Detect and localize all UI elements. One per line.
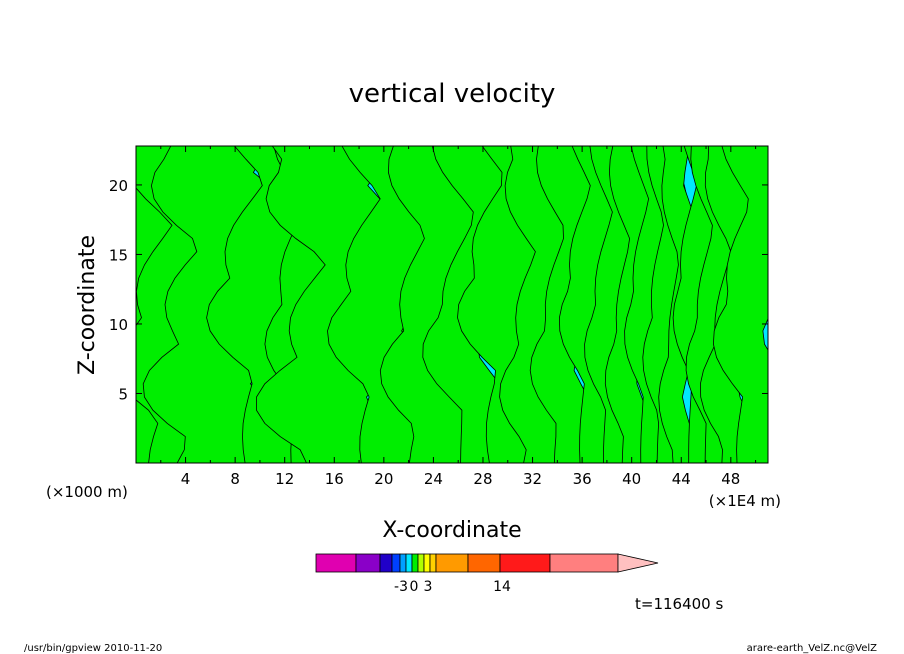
y-tick-label: 10 — [109, 316, 128, 334]
x-tick-label: 28 — [473, 470, 492, 488]
x-tick-label: 48 — [721, 470, 740, 488]
x-tick-label: 32 — [523, 470, 542, 488]
x-tick-label: 24 — [424, 470, 443, 488]
colorbar-extend-arrow — [617, 553, 659, 573]
colorbar-swatch — [391, 553, 401, 573]
colorbar-tick-label: 14 — [493, 579, 511, 595]
y-tick-label: 15 — [109, 246, 128, 264]
colorbar-swatch — [549, 553, 619, 573]
y-tick-label: 20 — [109, 177, 128, 195]
x-tick-label: 8 — [230, 470, 240, 488]
x-tick-label: 12 — [275, 470, 294, 488]
x-tick-label: 20 — [374, 470, 393, 488]
contour-band-positive — [712, 146, 768, 463]
time-label: t=116400 s — [635, 595, 723, 613]
y-axis: 5 10 15 20 — [109, 177, 768, 403]
footer-source: arare-earth_VelZ.nc@VelZ — [747, 643, 878, 654]
colorbar-swatch — [379, 553, 393, 573]
colorbar-swatch — [467, 553, 501, 573]
x-tick-label: 40 — [622, 470, 641, 488]
colorbar-swatch — [399, 553, 407, 573]
colorbar-swatch — [355, 553, 381, 573]
footer-program: /usr/bin/gpview 2010-11-20 — [24, 643, 162, 654]
colorbar-swatch — [417, 553, 425, 573]
x-unit-left: (×1000 m) — [46, 483, 128, 501]
colorbar-swatch — [429, 553, 437, 573]
x-tick-label: 44 — [672, 470, 691, 488]
colorbar-swatch — [435, 553, 469, 573]
colorbar-tick-label: 3 — [424, 579, 433, 595]
colorbar-swatch — [315, 553, 357, 573]
chart-title: vertical velocity — [349, 79, 556, 109]
y-axis-label: Z-coordinate — [75, 235, 100, 375]
x-tick-label: 16 — [325, 470, 344, 488]
x-tick-label: 36 — [573, 470, 592, 488]
y-tick-label: 5 — [118, 385, 128, 403]
x-unit-right: (×1E4 m) — [709, 492, 781, 510]
x-tick-label: 4 — [181, 470, 191, 488]
colorbar-swatch — [423, 553, 431, 573]
x-axis: 4 8 12 16 20 24 28 32 36 40 44 48 — [160, 146, 757, 488]
colorbar-swatch — [499, 553, 551, 573]
contour-bands — [136, 146, 768, 463]
plot-frame — [135, 145, 769, 464]
colorbar-tick-label: 0 — [410, 579, 419, 595]
x-axis-label: X-coordinate — [382, 518, 521, 543]
colorbar-tick-label: -3 — [394, 579, 408, 595]
colorbar: -3 0 3 14 — [315, 553, 659, 595]
colorbar-swatch — [411, 553, 419, 573]
colorbar-swatch — [405, 553, 413, 573]
